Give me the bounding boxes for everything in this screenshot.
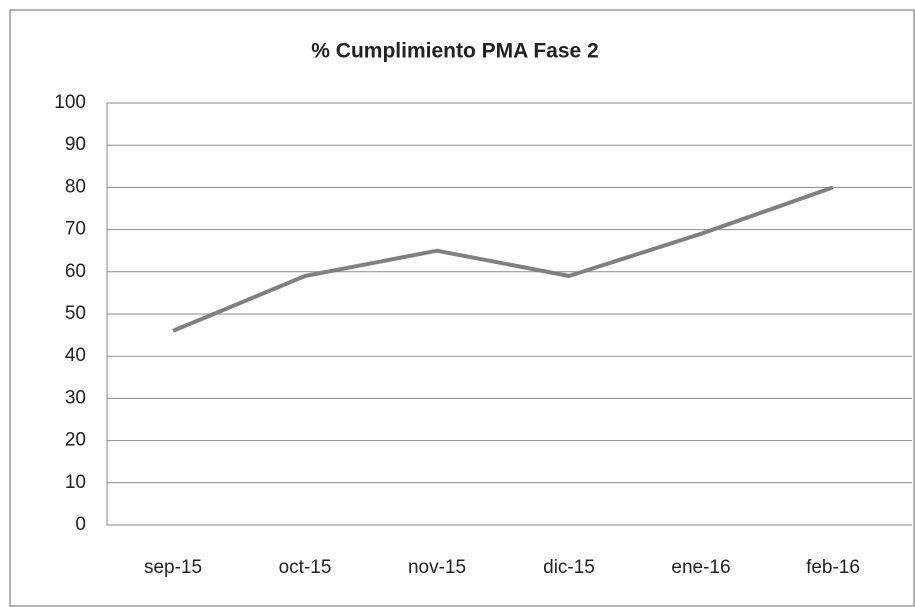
y-tick-label: 40 — [65, 345, 86, 366]
y-tick-label: 60 — [65, 261, 86, 282]
line-series — [172, 185, 834, 333]
x-tick-label: oct-15 — [279, 557, 332, 578]
y-tick-label: 0 — [75, 514, 86, 535]
x-tick-label: nov-15 — [408, 557, 466, 578]
y-tick-label: 100 — [54, 92, 86, 113]
y-tick-label: 80 — [65, 176, 86, 197]
x-tick-label: feb-16 — [806, 557, 860, 578]
x-tick-label: ene-16 — [671, 557, 730, 578]
y-tick-label: 30 — [65, 387, 86, 408]
y-tick-label: 20 — [65, 430, 86, 451]
x-tick-label: dic-15 — [543, 557, 595, 578]
y-tick-label: 70 — [65, 219, 86, 240]
chart-title: % Cumplimiento PMA Fase 2 — [311, 40, 598, 63]
y-tick-label: 90 — [65, 134, 86, 155]
x-tick-label: sep-15 — [144, 557, 202, 578]
y-tick-label: 50 — [65, 303, 86, 324]
chart-frame — [9, 9, 915, 607]
y-tick-label: 10 — [65, 472, 86, 493]
